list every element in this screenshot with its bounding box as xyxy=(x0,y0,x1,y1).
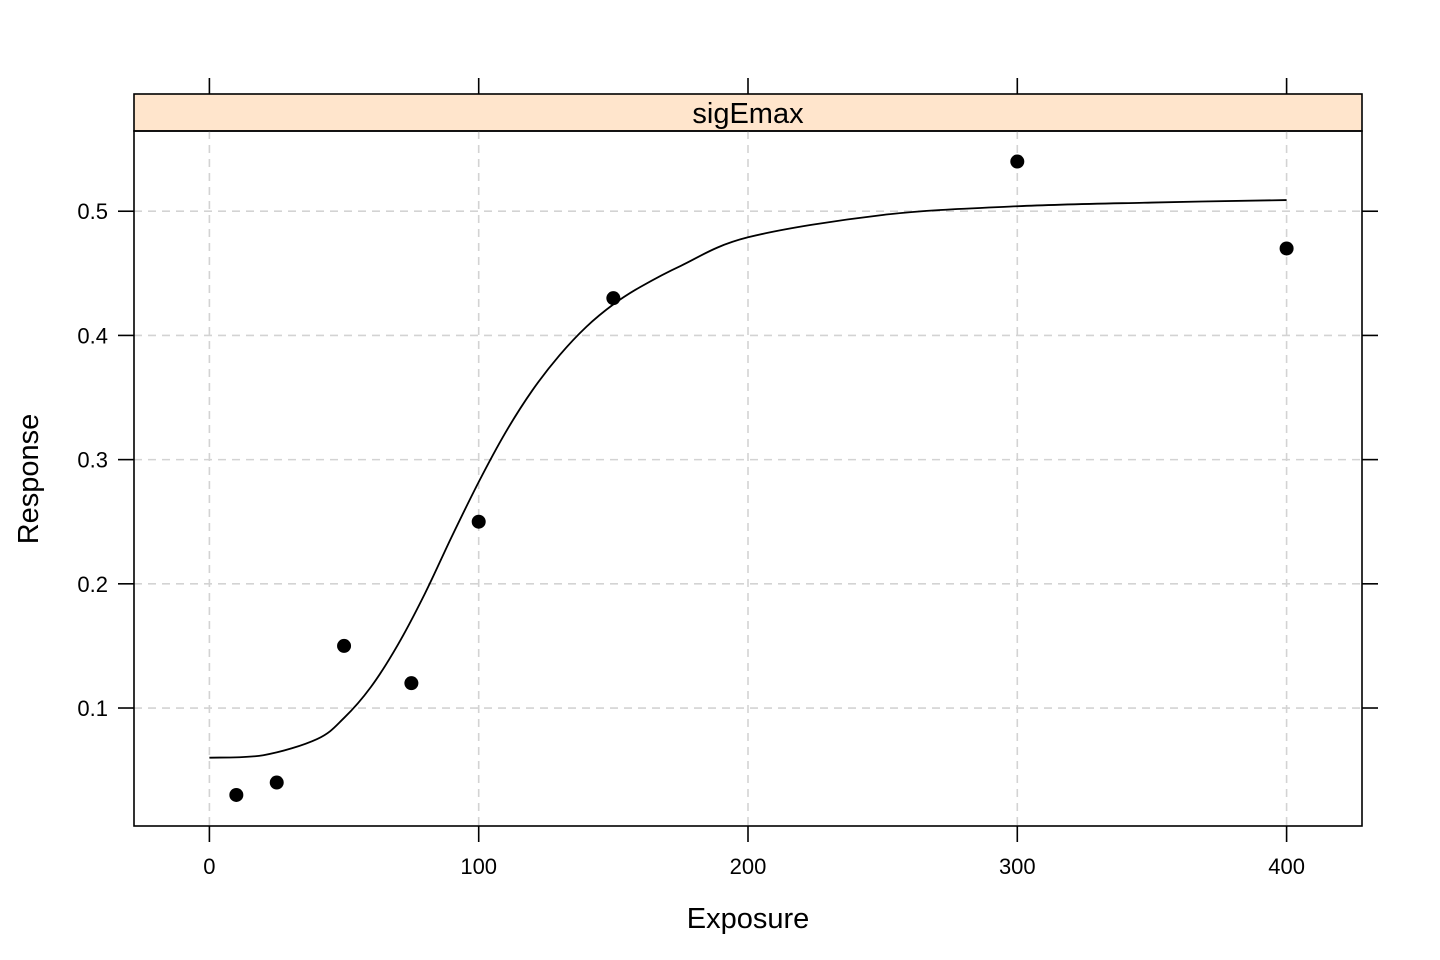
y-tick-label: 0.2 xyxy=(77,572,108,597)
fitted-curve-layer xyxy=(209,199,1287,759)
data-points xyxy=(229,154,1294,802)
y-tick-label: 0.3 xyxy=(77,448,108,473)
x-tick-label: 400 xyxy=(1268,854,1305,879)
y-axis-title: Response xyxy=(13,414,45,545)
data-point xyxy=(404,676,419,691)
data-point xyxy=(269,775,284,790)
data-point xyxy=(229,787,244,802)
x-tick-label: 300 xyxy=(999,854,1036,879)
panel-strip xyxy=(133,93,1363,132)
data-point xyxy=(337,638,352,653)
tick-labels: 0 100 200 300 400 0.1 0.2 0.3 0.4 0.5 xyxy=(77,199,1305,879)
y-tick-label: 0.4 xyxy=(77,323,108,348)
data-point xyxy=(1279,241,1294,256)
grid-lines xyxy=(134,131,1362,826)
data-point xyxy=(1010,154,1025,169)
data-point xyxy=(471,514,486,529)
x-tick-label: 100 xyxy=(460,854,497,879)
x-tick-label: 200 xyxy=(730,854,767,879)
x-tick-label: 0 xyxy=(203,854,215,879)
panel-title: sigEmax xyxy=(692,98,804,130)
fitted-curve xyxy=(209,199,1287,759)
data-point xyxy=(606,291,621,306)
y-tick-label: 0.5 xyxy=(77,199,108,224)
y-tick-label: 0.1 xyxy=(77,696,108,721)
x-axis-title: Exposure xyxy=(687,903,810,935)
axis-ticks xyxy=(118,78,1378,842)
